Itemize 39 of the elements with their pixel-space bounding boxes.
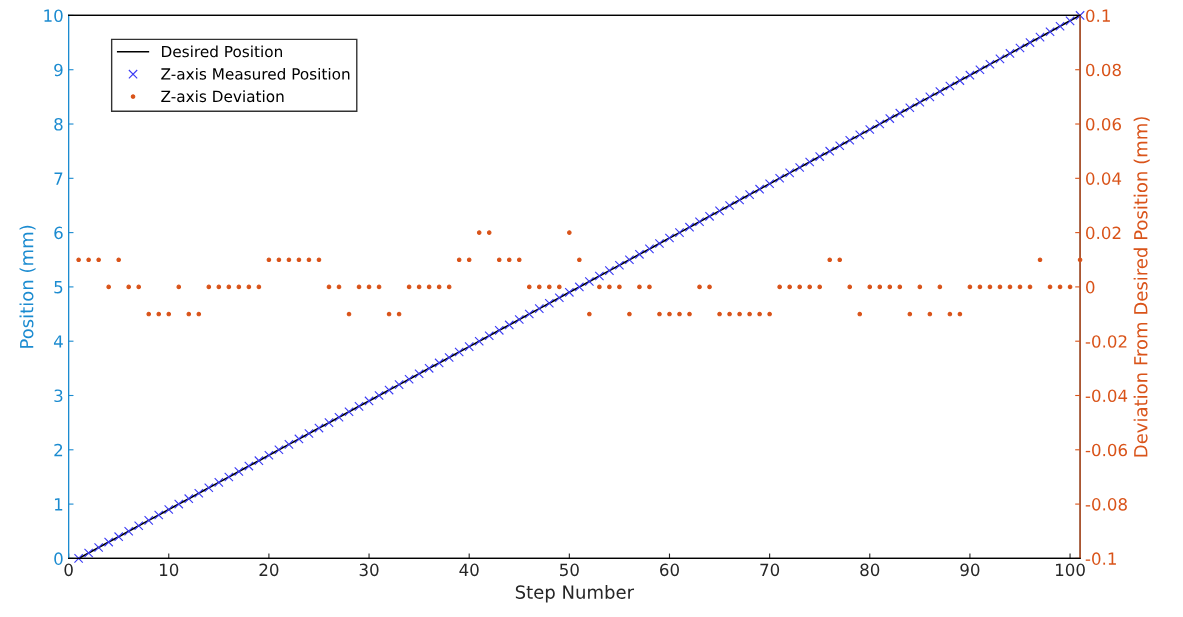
y2-tick-label: -0.06 <box>1085 443 1128 457</box>
y2-tick-label: -0.04 <box>1085 389 1128 403</box>
y2-tick-label: 0.1 <box>1086 9 1110 22</box>
y2-tick-label: 0.08 <box>1086 63 1121 77</box>
legend-label: Desired Position <box>162 45 282 58</box>
x-tick-label: 10 <box>159 563 179 577</box>
x-tick-label: 30 <box>359 563 379 577</box>
y-axis-title: Position (mm) <box>19 225 36 348</box>
y-tick-label: 1 <box>54 498 63 511</box>
x-axis-title: Step Number <box>515 584 635 603</box>
y2-axis-title: Deviation From Desired Position (mm) <box>1133 117 1150 457</box>
y2-tick-label: 0.06 <box>1086 117 1121 131</box>
y2-tick-label: 0.02 <box>1086 226 1121 240</box>
y-tick-label: 5 <box>54 281 63 294</box>
x-tick-label: 100 <box>1055 563 1085 577</box>
y-tick-label: 10 <box>44 9 63 22</box>
y-tick-label: 8 <box>54 117 63 131</box>
y-tick-label: 4 <box>53 335 63 348</box>
x-tick-label: 70 <box>760 563 780 577</box>
x-tick-label: 50 <box>560 563 579 577</box>
y-tick-label: 2 <box>54 443 63 457</box>
y2-tick-label: 0 <box>1086 280 1095 294</box>
y-tick-label: 3 <box>54 389 63 403</box>
y2-tick-label: -0.02 <box>1085 335 1127 348</box>
x-tick-label: 40 <box>459 563 479 577</box>
y-tick-label: 6 <box>54 226 63 240</box>
x-tick-label: 60 <box>660 563 679 577</box>
y-tick-label: 7 <box>54 172 63 185</box>
x-tick-label: 80 <box>860 563 880 577</box>
y2-tick-label: -0.1 <box>1085 552 1116 565</box>
y-tick-label: 0 <box>54 552 63 565</box>
x-tick-label: 0 <box>64 563 73 577</box>
x-tick-label: 90 <box>960 563 980 577</box>
x-tick-label: 20 <box>259 563 279 577</box>
y2-tick-label: -0.08 <box>1085 498 1127 511</box>
legend-label: Z-axis Deviation <box>161 90 284 103</box>
legend-label: Z-axis Measured Position <box>161 67 350 80</box>
y-tick-label: 9 <box>54 63 63 77</box>
y2-tick-label: 0.04 <box>1086 172 1122 185</box>
